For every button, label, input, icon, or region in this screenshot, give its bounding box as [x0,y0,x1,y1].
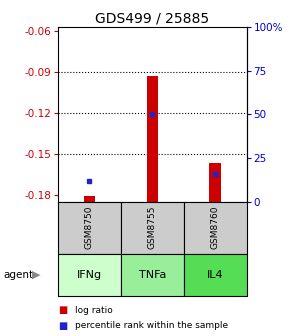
Text: agent: agent [3,270,33,280]
Text: ■: ■ [58,321,67,331]
Text: ■: ■ [58,305,67,316]
Text: GSM8760: GSM8760 [211,206,220,249]
Text: ▶: ▶ [32,270,40,280]
Text: IFNg: IFNg [77,270,102,280]
Bar [147,76,158,202]
Text: GSM8755: GSM8755 [148,206,157,249]
Bar [209,163,221,202]
Text: GSM8750: GSM8750 [85,206,94,249]
Text: percentile rank within the sample: percentile rank within the sample [75,322,229,330]
Text: IL4: IL4 [207,270,223,280]
Text: log ratio: log ratio [75,306,113,315]
Bar [84,196,95,202]
Title: GDS499 / 25885: GDS499 / 25885 [95,12,209,26]
Text: TNFa: TNFa [139,270,166,280]
